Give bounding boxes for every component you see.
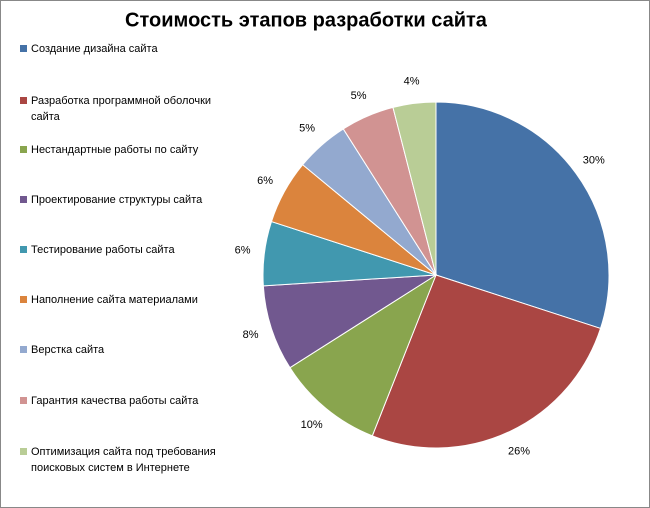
legend-swatch — [20, 296, 27, 303]
legend-label: Верстка сайта — [31, 344, 105, 356]
data-label: 6% — [257, 175, 273, 187]
legend-swatch — [20, 196, 27, 203]
pie-slice — [435, 101, 610, 330]
pie-slice — [371, 274, 602, 449]
legend-swatch — [20, 246, 27, 253]
legend-swatch — [20, 45, 27, 52]
legend-label: Проектирование структуры сайта — [31, 194, 203, 206]
legend-swatch — [20, 346, 27, 353]
pie-slice — [392, 101, 437, 276]
data-label: 26% — [508, 445, 530, 457]
data-label: 30% — [583, 154, 605, 166]
chart-title: Стоимость этапов разработки сайта — [125, 9, 488, 31]
legend-swatch — [20, 397, 27, 404]
legend-swatch — [20, 448, 27, 455]
data-label: 5% — [299, 123, 315, 135]
legend-label: Оптимизация сайта под требования поисков… — [31, 446, 216, 474]
legend-label: Наполнение сайта материалами — [31, 294, 198, 306]
legend-label: Гарантия качества работы сайта — [31, 395, 199, 407]
data-label: 6% — [235, 244, 251, 256]
legend-label: Нестандартные работы по сайту — [31, 144, 199, 156]
data-label: 4% — [404, 75, 420, 87]
legend-label: Создание дизайна сайта — [31, 43, 158, 55]
data-label: 10% — [301, 419, 323, 431]
legend-swatch — [20, 97, 27, 104]
legend-label: Тестирование работы сайта — [31, 244, 175, 256]
pie-slice — [289, 273, 438, 437]
legend-label: Разработка программной оболочки сайта — [31, 95, 212, 123]
legend-swatch — [20, 146, 27, 153]
data-label: 5% — [351, 90, 367, 102]
data-label: 8% — [243, 329, 259, 341]
